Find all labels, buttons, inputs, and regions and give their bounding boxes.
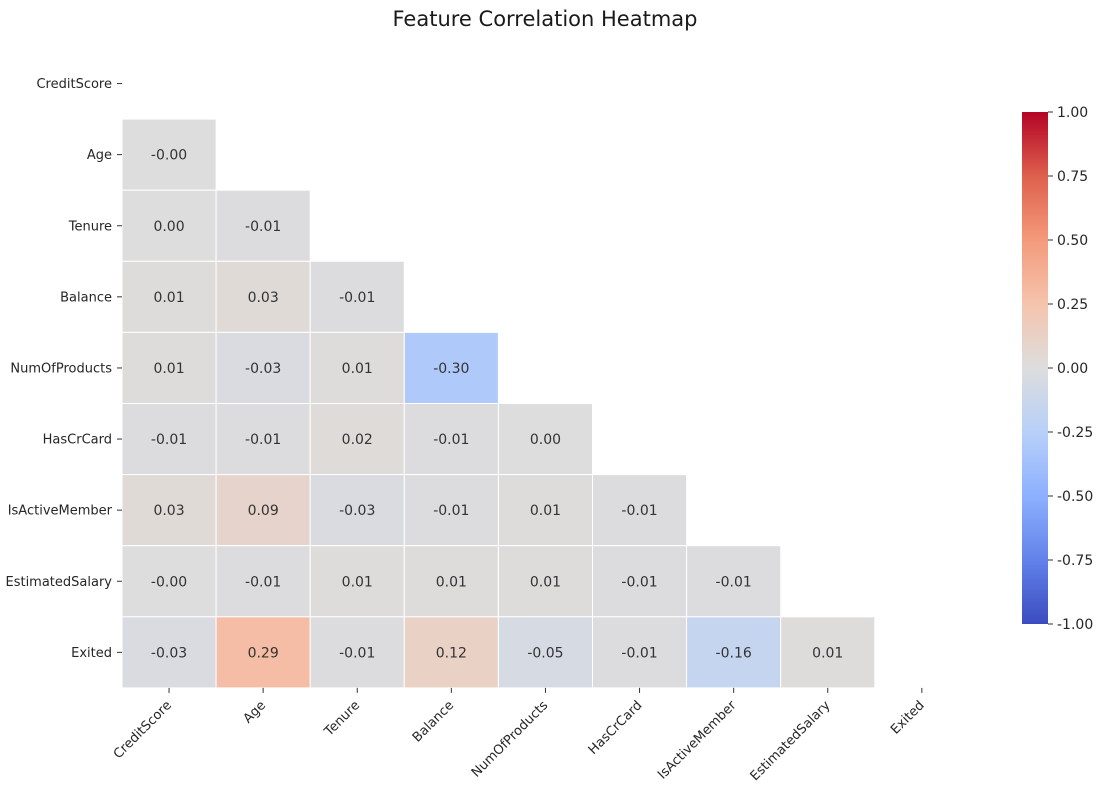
x-tick-label: EstimatedSalary xyxy=(748,698,834,784)
cell-annotation: -0.01 xyxy=(433,432,469,448)
cell-annotation: 0.01 xyxy=(530,574,561,590)
heatmap-cells xyxy=(121,118,876,689)
x-axis: CreditScore Age Tenure Balance NumOfProducts… xyxy=(111,687,928,784)
cell-annotation: 0.01 xyxy=(812,645,843,661)
heatmap-cell xyxy=(215,403,311,476)
heatmap-cell xyxy=(121,189,217,262)
y-axis: CreditScore Age Tenure Balance NumOfProducts… xyxy=(5,77,122,661)
y-tick-label: EstimatedSalary xyxy=(5,575,112,590)
chart-title: Feature Correlation Heatmap xyxy=(393,7,698,31)
cell-annotation: 0.01 xyxy=(153,361,184,377)
heatmap-cell xyxy=(309,260,405,333)
x-tick-label: HasCrCard xyxy=(586,698,646,758)
cell-annotation: -0.01 xyxy=(151,432,187,448)
cell-annotation: -0.05 xyxy=(527,645,563,661)
x-tick-label: IsActiveMember xyxy=(655,698,740,783)
heatmap-cell xyxy=(592,474,688,547)
colorbar-tick-label: 0.75 xyxy=(1057,169,1088,185)
cell-annotation: -0.03 xyxy=(339,503,375,519)
cell-annotation: -0.01 xyxy=(245,219,281,235)
cell-annotation: 0.29 xyxy=(248,645,279,661)
cell-annotation: -0.01 xyxy=(621,645,657,661)
colorbar-tick-label: 0.00 xyxy=(1057,361,1088,377)
cell-annotation: -0.03 xyxy=(151,645,187,661)
heatmap-cell xyxy=(215,474,311,547)
heatmap-cell xyxy=(592,616,688,689)
cell-annotation: 0.01 xyxy=(342,361,373,377)
heatmap-cell xyxy=(121,616,217,689)
x-tick-label: Exited xyxy=(888,698,928,738)
heatmap-cell xyxy=(309,403,405,476)
cell-annotation: 0.01 xyxy=(153,290,184,306)
cell-annotation: -0.01 xyxy=(245,574,281,590)
heatmap-cell xyxy=(403,331,499,404)
colorbar-tick-label: -0.75 xyxy=(1057,553,1093,569)
heatmap-cell xyxy=(309,474,405,547)
colorbar: 1.00 0.75 0.50 0.25 0.00 -0.25 -0.50 -0.75 -1.00 xyxy=(1022,105,1093,633)
y-tick-label: Tenure xyxy=(68,219,112,234)
heatmap-cell xyxy=(121,118,217,191)
heatmap-cell xyxy=(309,616,405,689)
y-tick-label: Balance xyxy=(60,290,112,305)
colorbar-tick-label: -0.25 xyxy=(1057,425,1093,441)
x-tick-label: CreditScore xyxy=(111,698,175,762)
cell-annotation: -0.00 xyxy=(151,148,187,164)
cell-annotation: 0.01 xyxy=(436,574,467,590)
cell-annotation: 0.01 xyxy=(342,574,373,590)
heatmap-cell xyxy=(215,260,311,333)
heatmap-cell xyxy=(121,260,217,333)
cell-annotation: -0.16 xyxy=(716,645,752,661)
heatmap-cell xyxy=(592,545,688,618)
cell-annotation: 0.03 xyxy=(153,503,184,519)
y-tick-label: IsActiveMember xyxy=(8,504,113,519)
x-tick-label: Tenure xyxy=(321,698,363,740)
colorbar-tick-label: 0.50 xyxy=(1057,233,1088,249)
cell-annotation: 0.01 xyxy=(530,503,561,519)
colorbar-tick-label: 0.25 xyxy=(1057,297,1088,313)
cell-annotation: -0.01 xyxy=(433,503,469,519)
heatmap-cell xyxy=(215,189,311,262)
cell-annotation: -0.01 xyxy=(339,290,375,306)
heatmap-cell xyxy=(121,545,217,618)
y-tick-label: CreditScore xyxy=(36,77,112,92)
y-tick-label: Age xyxy=(87,148,112,163)
cell-annotation: 0.00 xyxy=(530,432,561,448)
heatmap-annotations: -0.00 0.00 -0.01 0.01 0.03 -0.01 0.01 -0.03 0.01… xyxy=(151,148,843,662)
x-tick-label: NumOfProducts xyxy=(469,698,552,781)
colorbar-tick-label: 1.00 xyxy=(1057,105,1088,121)
colorbar-gradient xyxy=(1022,112,1048,624)
cell-annotation: -0.01 xyxy=(339,645,375,661)
y-tick-label: NumOfProducts xyxy=(10,361,112,376)
cell-annotation: 0.03 xyxy=(248,290,279,306)
colorbar-tick-label: -0.50 xyxy=(1057,489,1093,505)
cell-annotation: -0.00 xyxy=(151,574,187,590)
heatmap-cell xyxy=(686,616,782,689)
cell-annotation: -0.01 xyxy=(245,432,281,448)
heatmap-cell xyxy=(686,545,782,618)
heatmap-cell xyxy=(403,403,499,476)
heatmap-cell xyxy=(497,474,593,547)
y-tick-label: HasCrCard xyxy=(43,433,112,448)
colorbar-tick-label: -1.00 xyxy=(1057,617,1093,633)
cell-annotation: -0.01 xyxy=(716,574,752,590)
cell-annotation: 0.12 xyxy=(436,645,467,661)
cell-annotation: -0.30 xyxy=(433,361,469,377)
cell-annotation: -0.01 xyxy=(621,503,657,519)
heatmap-cell xyxy=(497,403,593,476)
cell-annotation: 0.09 xyxy=(248,503,279,519)
heatmap-cell xyxy=(215,331,311,404)
cell-annotation: 0.00 xyxy=(153,219,184,235)
x-tick-label: Age xyxy=(241,698,269,726)
cell-annotation: 0.02 xyxy=(342,432,373,448)
heatmap-cell xyxy=(403,474,499,547)
cell-annotation: -0.03 xyxy=(245,361,281,377)
heatmap-cell xyxy=(780,616,876,689)
heatmap-cell xyxy=(215,545,311,618)
y-tick-label: Exited xyxy=(71,646,112,661)
heatmap-cell xyxy=(403,545,499,618)
cell-annotation: -0.01 xyxy=(621,574,657,590)
x-tick-label: Balance xyxy=(410,698,457,745)
